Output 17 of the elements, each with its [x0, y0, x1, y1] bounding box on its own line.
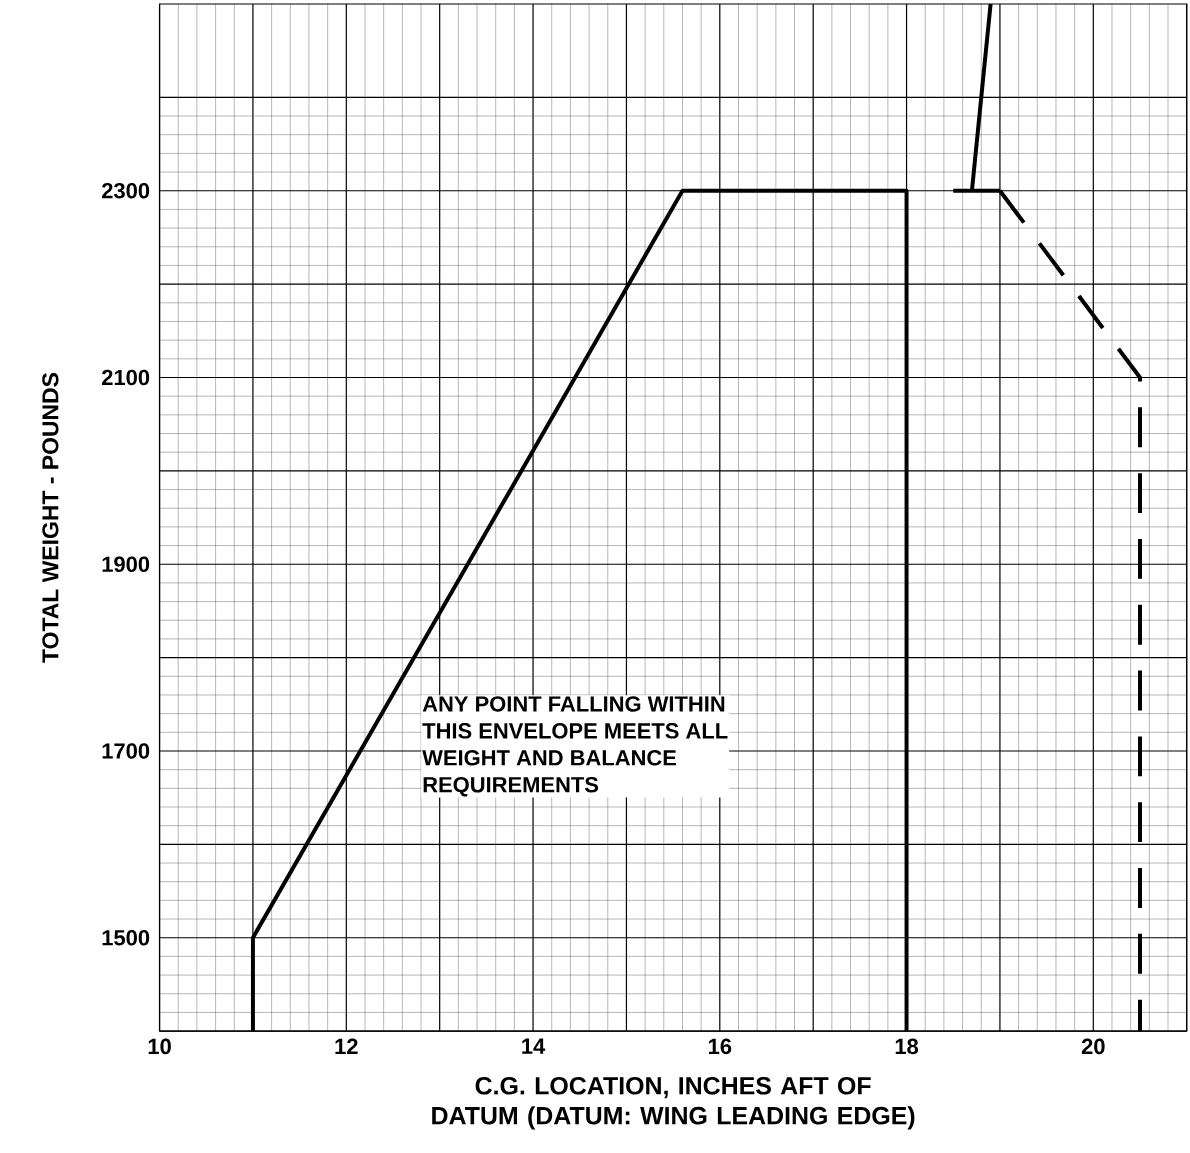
x-tick-label: 16	[708, 1038, 732, 1055]
annotation: THIS ENVELOPE MEETS ALL	[422, 723, 728, 739]
x-tick-label: 18	[895, 1038, 919, 1055]
x-axis-title: C.G. LOCATION, INCHES AFT OF DATUM (DATUM: WING LEADING EDGE)	[432, 1077, 915, 1130]
y-tick-label: 1900	[102, 556, 150, 573]
x-tick-label: 20	[1081, 1038, 1105, 1055]
x-tick-label: 14	[522, 1038, 546, 1054]
y-tick-label: 1500	[102, 930, 150, 946]
y-tick-label: 2300	[102, 183, 150, 199]
y-axis-title: TOTAL WEIGHT - POUNDS	[42, 373, 59, 663]
annotation: REQUIREMENTS	[423, 777, 599, 797]
annotation: WEIGHT AND BALANCE	[422, 750, 677, 766]
y-tick-label: 2100	[102, 369, 150, 386]
x-tick-label: 12	[335, 1038, 358, 1055]
annotation: ANY POINT FALLING WITHIN	[422, 696, 725, 712]
x-tick-label: 10	[148, 1038, 171, 1055]
y-tick-label: 1700	[102, 743, 150, 759]
